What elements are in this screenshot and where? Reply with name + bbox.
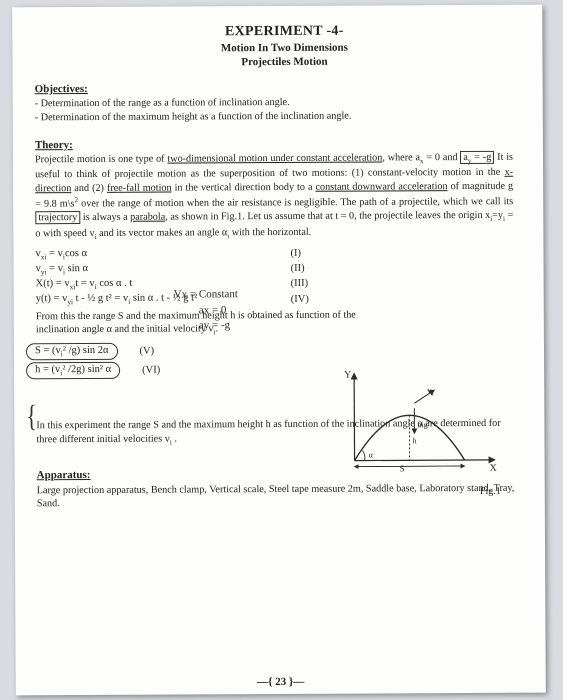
hand-annotation-ay: ay = -g xyxy=(199,319,230,331)
objectives-body: - Determination of the range as a functi… xyxy=(35,95,513,125)
figure-caption: Fig.1 xyxy=(345,486,501,498)
objective-1: Determination of the range as a function… xyxy=(41,97,290,109)
objective-2: Determination of the maximum height as a… xyxy=(41,110,352,123)
hand-annotation-ax: ax = 0 xyxy=(199,304,227,316)
subtitle-1: Motion In Two Dimensions xyxy=(66,41,502,55)
page: EXPERIMENT -4- Motion In Two Dimensions … xyxy=(12,5,546,696)
label-alpha: α xyxy=(369,451,374,460)
formula-S: S = (vi² /g) sin 2α xyxy=(26,343,118,361)
equation-3: X(t) = vxit = vi cos α . t (III) xyxy=(36,276,504,292)
objectives-heading: Objectives: xyxy=(35,81,503,95)
header: EXPERIMENT -4- Motion In Two Dimensions … xyxy=(66,23,502,69)
theory-heading: Theory: xyxy=(35,136,503,150)
label-vi: vi xyxy=(427,385,434,397)
figure-1: vi mg h α S X Y Fig.1 xyxy=(344,365,505,486)
equation-4: y(t) = vyi t - ½ g t² = vi sin α . t - ½… xyxy=(36,291,504,307)
trajectory-diagram: vi mg h α S X Y xyxy=(344,365,505,486)
brace-icon: { xyxy=(26,398,37,434)
equation-2: vyi = vi sin α (II) xyxy=(36,261,504,277)
hand-annotation-vx: Vx = Constant xyxy=(174,288,238,300)
formula-h: h = (vi² /2g) sin² α xyxy=(26,362,120,380)
theory-body: Projectile motion is one type of two-dim… xyxy=(35,150,513,242)
equation-1: vxi = vicos α (I) xyxy=(35,246,503,262)
subtitle-2: Projectiles Motion xyxy=(66,55,502,69)
formula-h-num: (VI) xyxy=(142,365,160,376)
experiment-title: EXPERIMENT -4- xyxy=(66,23,502,41)
label-Y: Y xyxy=(344,370,351,381)
page-number: —23— xyxy=(16,675,546,690)
formula-S-num: (V) xyxy=(139,346,154,357)
label-mg: mg xyxy=(417,420,427,429)
label-X: X xyxy=(490,463,498,474)
label-S: S xyxy=(400,463,405,473)
label-h: h xyxy=(412,436,416,445)
